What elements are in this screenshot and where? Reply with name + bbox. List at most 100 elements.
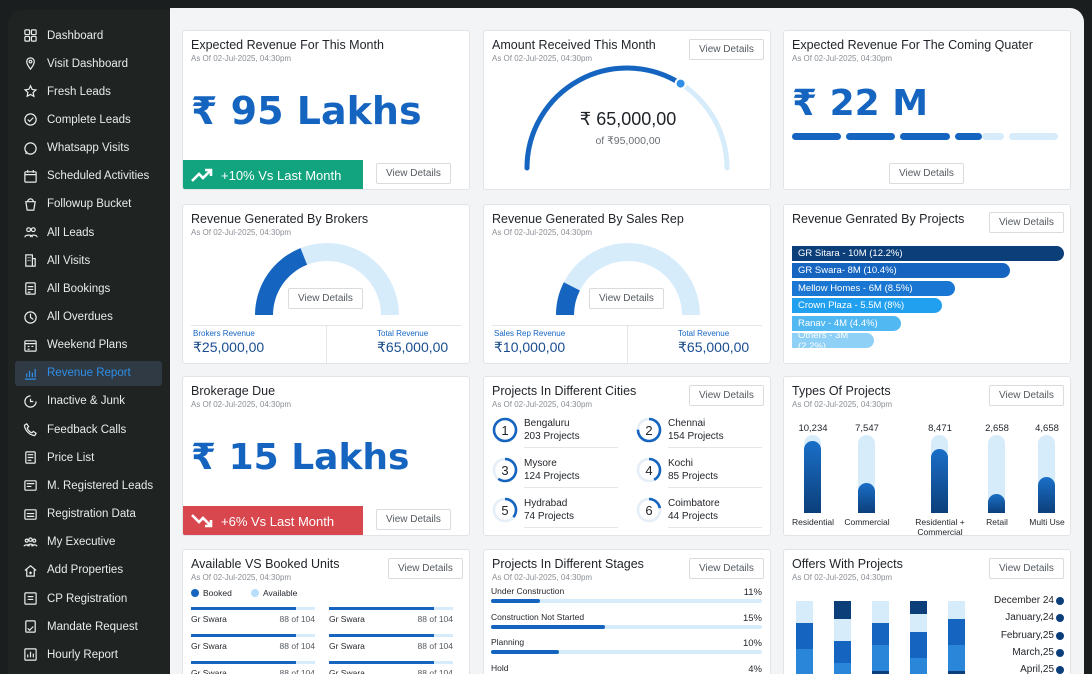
stage-percent: 11% [743, 587, 762, 598]
users-icon [22, 225, 38, 241]
card-title: Types Of Projects [792, 384, 891, 398]
card-title: Expected Revenue For The Coming Quater [792, 38, 1033, 52]
sidebar-item-label: Mandate Request [47, 620, 138, 633]
building-icon [22, 253, 38, 269]
view-details-button[interactable]: View Details [889, 163, 964, 184]
sidebar-item-mandate-request[interactable]: Mandate Request [15, 614, 162, 639]
sidebar-item-scheduled-activities[interactable]: Scheduled Activities [15, 164, 162, 189]
view-details-button[interactable]: View Details [689, 39, 764, 60]
view-details-button[interactable]: View Details [376, 163, 451, 184]
revenue-footer: Sales Rep Revenue ₹10,000,00 Total Reven… [492, 325, 762, 363]
unit-project-name: Gr Swara [329, 614, 365, 624]
city-rank: 1 [501, 422, 509, 438]
registered-leads-icon [22, 478, 38, 494]
sidebar-item-feedback-calls[interactable]: Feedback Calls [15, 417, 162, 442]
sidebar-item-registration-data[interactable]: Registration Data [15, 502, 162, 527]
stage-label: Under Construction [491, 586, 565, 596]
unit-count: 88 of 104 [417, 614, 453, 624]
sidebar-item-label: CP Registration [47, 592, 128, 605]
sidebar-item-fresh-leads[interactable]: Fresh Leads [15, 79, 162, 104]
sidebar-item-dashboard[interactable]: Dashboard [15, 23, 162, 48]
city-project-count: 154 Projects [668, 431, 724, 442]
sidebar-item-my-executive[interactable]: My Executive [15, 530, 162, 555]
view-details-button[interactable]: View Details [589, 288, 664, 309]
location-pin-icon [22, 56, 38, 72]
sidebar-item-label: Visit Dashboard [47, 57, 128, 70]
sidebar-item-all-visits[interactable]: All Visits [15, 248, 162, 273]
city-rank: 2 [645, 422, 653, 438]
trend-down-icon [191, 514, 213, 528]
view-details-button[interactable]: View Details [376, 509, 451, 530]
view-details-button[interactable]: View Details [288, 288, 363, 309]
sidebar-item-all-leads[interactable]: All Leads [15, 220, 162, 245]
sidebar-item-all-bookings[interactable]: All Bookings [15, 276, 162, 301]
project-type-bar [858, 435, 875, 513]
sidebar-item-hourly-report[interactable]: Hourly Report [15, 642, 162, 667]
view-details-button[interactable]: View Details [989, 558, 1064, 579]
phone-icon [22, 422, 38, 438]
check-circle-icon [22, 112, 38, 128]
bucket-icon [22, 196, 38, 212]
offer-stacked-bar [834, 601, 851, 674]
view-details-button[interactable]: View Details [689, 558, 764, 579]
city-item: 1 Bengaluru 203 Projects [492, 417, 622, 453]
sidebar-item-all-overdues[interactable]: All Overdues [15, 305, 162, 330]
project-type-label: Residential [791, 517, 835, 527]
as-of-date: As Of 02-Jul-2025, 04:30pm [191, 400, 292, 409]
legend-available-label: Available [263, 588, 298, 598]
sidebar-item-price-list[interactable]: Price List [15, 445, 162, 470]
sidebar-item-whatsapp-visits[interactable]: Whatsapp Visits [15, 136, 162, 161]
sidebar-item-followup-bucket[interactable]: Followup Bucket [15, 192, 162, 217]
project-type-label: Multi Use [1029, 517, 1065, 527]
project-type-bar [988, 435, 1005, 513]
offer-bar-segment [872, 601, 889, 623]
booked-fill [329, 634, 434, 637]
sidebar-item-label: Weekend Plans [47, 339, 128, 352]
view-details-button[interactable]: View Details [388, 558, 463, 579]
sidebar-item-label: Followup Bucket [47, 198, 132, 211]
unit-project-name: Gr Swara [191, 614, 227, 624]
project-revenue-bar: GR Swara- 8M (10.4%) [792, 263, 1010, 279]
brokers-revenue-value: ₹25,000,00 [193, 339, 265, 355]
sidebar-item-label: Price List [47, 451, 95, 464]
sidebar-item-add-properties[interactable]: Add Properties [15, 558, 162, 583]
unit-project-name: Gr Swara [329, 668, 365, 674]
sidebar-item-cp-registration[interactable]: CP Registration [15, 586, 162, 611]
growth-badge-text: +6% Vs Last Month [221, 513, 335, 529]
stage-progress-fill [491, 650, 559, 654]
as-of-date: As Of 02-Jul-2025, 04:30pm [191, 228, 292, 237]
sidebar-item-inactive-junk[interactable]: Inactive & Junk [15, 389, 162, 414]
offer-stacked-bar [872, 601, 889, 674]
sidebar-item-complete-leads[interactable]: Complete Leads [15, 107, 162, 132]
project-type-label: Retail [986, 517, 1008, 527]
city-progress-ring [492, 457, 518, 483]
offer-legend-dot [1056, 631, 1064, 640]
card-brokerage-due: Brokerage Due As Of 02-Jul-2025, 04:30pm… [182, 376, 470, 536]
stage-percent: 10% [742, 638, 762, 649]
offer-stacked-bar [910, 601, 927, 674]
clock-alert-icon [22, 309, 38, 325]
sidebar-item-m-registered-leads[interactable]: M. Registered Leads [15, 473, 162, 498]
offer-legend-label: February,25 [1000, 629, 1054, 641]
offer-legend-dot [1056, 597, 1064, 605]
sidebar-item-visit-dashboard[interactable]: Visit Dashboard [15, 51, 162, 76]
project-revenue-bar: GR Sitara - 10M (12.2%) [792, 246, 1064, 261]
unit-item: Gr Swara 88 of 104 [191, 634, 315, 660]
card-title: Projects In Different Stages [492, 557, 644, 571]
offer-legend-label: April,25 [1020, 664, 1054, 674]
offer-bar-segment [948, 644, 965, 672]
view-details-button[interactable]: View Details [689, 385, 764, 406]
calendar-icon [22, 168, 38, 184]
sidebar-item-weekend-plans[interactable]: Weekend Plans [15, 333, 162, 358]
offer-bar-segment [948, 601, 965, 619]
card-revenue-projects: Revenue Genrated By Projects View Detail… [783, 204, 1071, 364]
project-type-value: 8,471 [928, 423, 952, 434]
sidebar-item-label: Feedback Calls [47, 423, 127, 436]
as-of-date: As Of 02-Jul-2025, 04:30pm [792, 573, 893, 582]
view-details-button[interactable]: View Details [989, 385, 1064, 406]
progress-segment [846, 133, 896, 140]
project-type-bar-fill [931, 449, 948, 513]
sidebar-item-revenue-report[interactable]: Revenue Report [15, 360, 162, 386]
view-details-button[interactable]: View Details [989, 212, 1064, 233]
progress-segment [1008, 133, 1058, 140]
